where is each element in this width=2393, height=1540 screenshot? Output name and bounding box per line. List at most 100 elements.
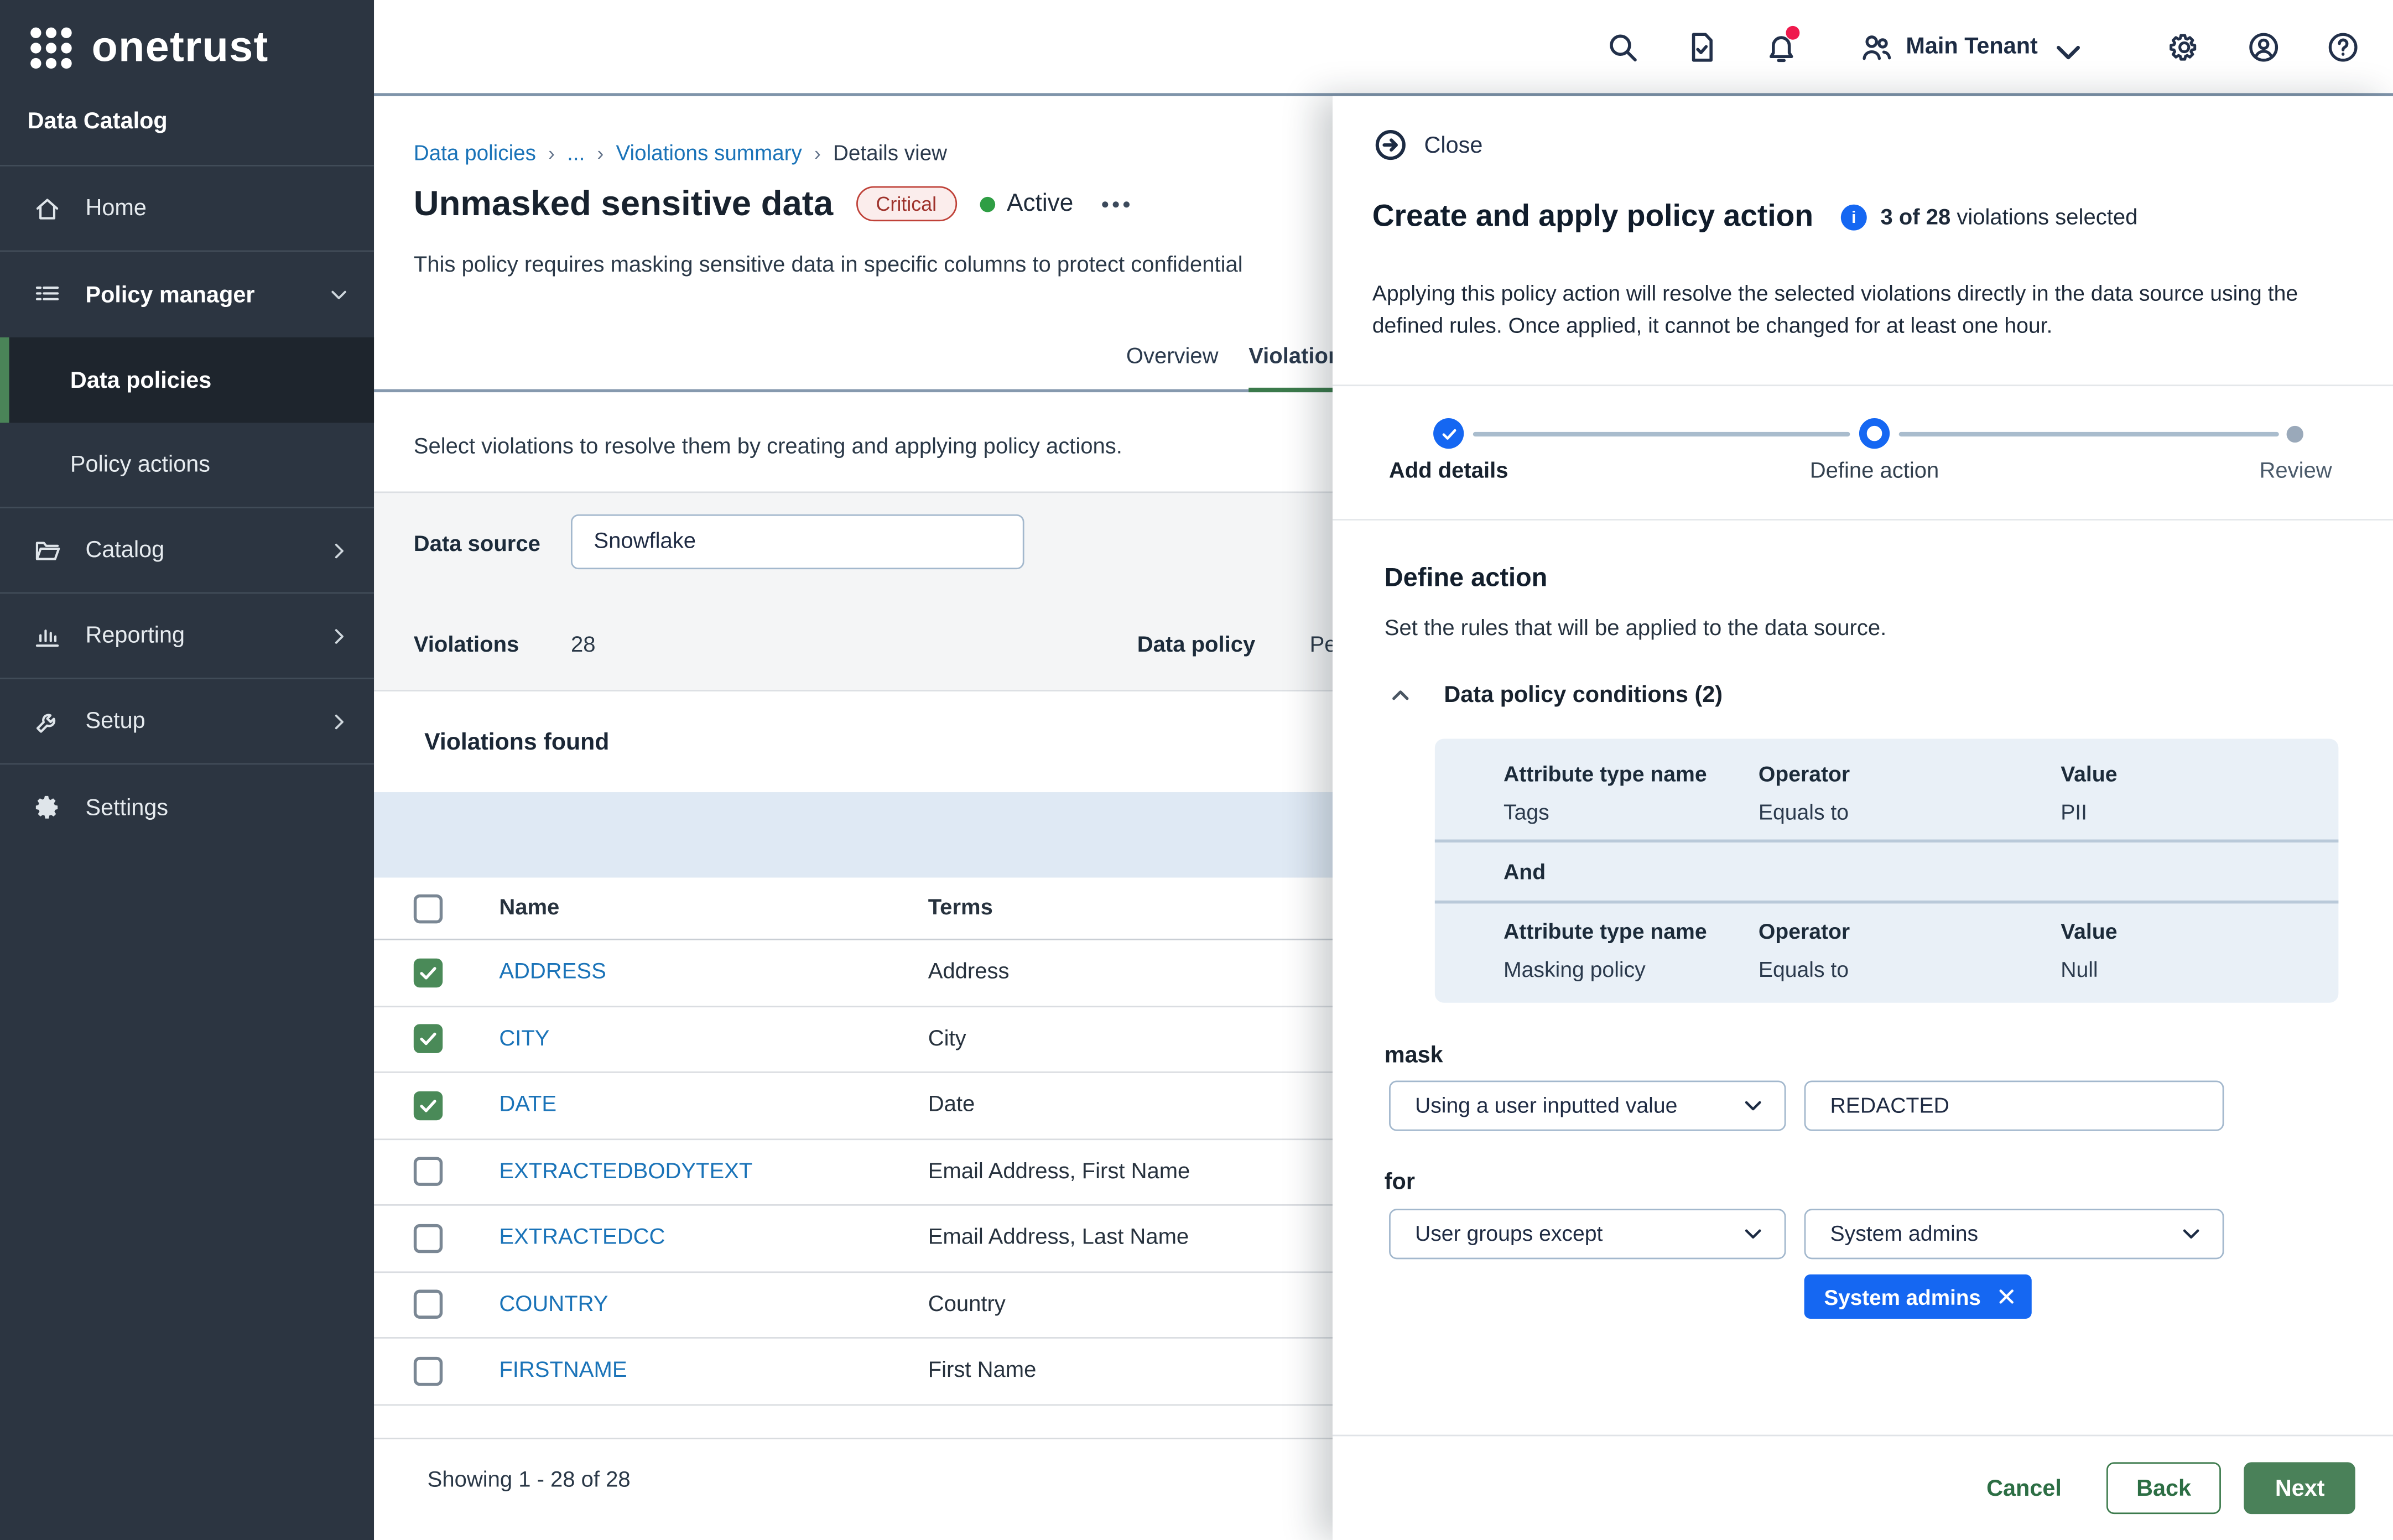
violation-name-link[interactable]: EXTRACTEDBODYTEXT xyxy=(499,1159,752,1184)
violation-name-link[interactable]: ADDRESS xyxy=(499,960,606,985)
chevron-up-icon xyxy=(1389,684,1412,706)
sidebar-item-label: Setup xyxy=(86,708,329,734)
search-icon[interactable] xyxy=(1605,30,1639,64)
selected-group-chip[interactable]: System admins xyxy=(1804,1274,2031,1319)
more-actions-icon[interactable] xyxy=(1102,201,1130,207)
violation-terms: Address xyxy=(928,960,1010,985)
step-current-icon[interactable] xyxy=(1859,418,1890,449)
row-checkbox[interactable] xyxy=(414,1024,443,1053)
info-icon: i xyxy=(1841,205,1867,231)
help-icon[interactable] xyxy=(2326,30,2360,64)
violation-terms: City xyxy=(928,1027,966,1051)
stepper-connector xyxy=(1899,432,2279,436)
step-upcoming-icon[interactable] xyxy=(2287,426,2303,443)
row-checkbox[interactable] xyxy=(414,1224,443,1252)
chevron-down-icon xyxy=(1741,1222,1764,1245)
document-check-icon[interactable] xyxy=(1684,30,1718,64)
status-badge: Active xyxy=(979,190,1073,218)
selection-info: i 3 of 28 violations selected xyxy=(1841,205,2138,231)
violation-name-link[interactable]: EXTRACTEDCC xyxy=(499,1226,665,1250)
chevron-down-icon xyxy=(2179,1222,2202,1245)
settings-gear-icon[interactable] xyxy=(2167,30,2201,64)
sidebar-item-setup[interactable]: Setup xyxy=(0,679,374,765)
violation-name-link[interactable]: FIRSTNAME xyxy=(499,1359,627,1383)
mask-type-value: Using a user inputted value xyxy=(1415,1094,1677,1118)
sidebar-item-catalog[interactable]: Catalog xyxy=(0,508,374,594)
tenant-name: Main Tenant xyxy=(1906,34,2037,60)
conditions-col-operator: Operator xyxy=(1759,920,1850,945)
severity-badge: Critical xyxy=(856,186,956,221)
select-violations-hint: Select violations to resolve them by cre… xyxy=(414,435,1122,459)
sidebar-item-label: Home xyxy=(86,195,350,221)
sidebar-item-home[interactable]: Home xyxy=(0,167,374,252)
breadcrumb-data-policies[interactable]: Data policies xyxy=(414,141,536,165)
chevron-right-icon xyxy=(328,625,350,647)
violation-name-link[interactable]: DATE xyxy=(499,1093,556,1117)
home-icon xyxy=(34,195,61,222)
violations-selected-text: 3 of 28 violations selected xyxy=(1880,205,2137,230)
tab-overview[interactable]: Overview xyxy=(1088,345,1256,385)
wizard-stepper: Add details Define action Review xyxy=(1333,384,2393,521)
column-header-name: Name xyxy=(499,896,928,920)
page-title: Unmasked sensitive data xyxy=(414,183,833,224)
sidebar-item-reporting[interactable]: Reporting xyxy=(0,594,374,679)
sidebar-item-settings[interactable]: Settings xyxy=(0,764,374,850)
next-button[interactable]: Next xyxy=(2245,1462,2355,1514)
select-all-checkbox[interactable] xyxy=(414,894,443,923)
gear-icon xyxy=(34,794,61,821)
conditions-collapse-toggle[interactable]: Data policy conditions (2) xyxy=(1389,682,1723,708)
cancel-button[interactable]: Cancel xyxy=(1965,1462,2083,1514)
breadcrumb: Data policies › ... › Violations summary… xyxy=(414,141,947,165)
violations-count-value: 28 xyxy=(571,633,596,658)
row-checkbox[interactable] xyxy=(414,958,443,987)
conditions-col-operator: Operator xyxy=(1759,763,1850,788)
sidebar-item-policy-actions[interactable]: Policy actions xyxy=(0,423,374,508)
close-panel-button[interactable]: Close xyxy=(1374,128,1482,162)
user-group-scope-dropdown[interactable]: User groups except xyxy=(1389,1209,1786,1259)
condition-conjunction: And xyxy=(1504,861,1546,885)
conditions-col-value: Value xyxy=(2061,920,2117,945)
chevron-down-icon xyxy=(2052,34,2076,59)
active-status-dot-icon xyxy=(979,196,995,212)
policy-description: This policy requires masking sensitive d… xyxy=(414,253,1243,278)
chevron-right-icon xyxy=(328,710,350,732)
brand-logo: onetrust xyxy=(0,0,374,87)
user-group-select-dropdown[interactable]: System admins xyxy=(1804,1209,2224,1259)
violation-name-link[interactable]: COUNTRY xyxy=(499,1292,608,1317)
back-button[interactable]: Back xyxy=(2106,1462,2222,1514)
sidebar-item-data-policies[interactable]: Data policies xyxy=(0,337,374,423)
violation-name-link[interactable]: CITY xyxy=(499,1027,549,1051)
sidebar-item-label: Settings xyxy=(86,794,350,820)
arrow-right-circle-icon xyxy=(1374,128,1407,162)
notifications-bell-icon[interactable] xyxy=(1764,30,1798,64)
breadcrumb-violations-summary[interactable]: Violations summary xyxy=(616,141,802,165)
chip-remove-icon[interactable] xyxy=(1996,1287,2016,1307)
sidebar-item-policy-manager[interactable]: Policy manager xyxy=(0,252,374,337)
row-checkbox[interactable] xyxy=(414,1290,443,1319)
breadcrumb-current: Details view xyxy=(833,141,947,165)
step-label-define-action: Define action xyxy=(1752,460,1997,484)
breadcrumb-ellipsis[interactable]: ... xyxy=(567,141,585,165)
step-complete-icon[interactable] xyxy=(1433,418,1464,449)
row-checkbox[interactable] xyxy=(414,1356,443,1385)
product-name: Data Catalog xyxy=(0,87,374,166)
row-checkbox[interactable] xyxy=(414,1091,443,1120)
app-window: onetrust Data Catalog Home Policy manage… xyxy=(0,0,2393,1540)
condition-operator: Equals to xyxy=(1759,959,1849,983)
mask-type-dropdown[interactable]: Using a user inputted value xyxy=(1389,1081,1786,1131)
chip-label: System admins xyxy=(1824,1284,1980,1309)
define-action-heading: Define action xyxy=(1385,563,1548,594)
sidebar-item-label: Catalog xyxy=(86,537,329,563)
sidebar-item-label: Policy manager xyxy=(86,282,329,308)
mask-value-input[interactable] xyxy=(1804,1081,2224,1131)
condition-attribute: Tags xyxy=(1504,802,1549,826)
account-icon[interactable] xyxy=(2247,30,2281,64)
violation-terms: Date xyxy=(928,1093,975,1117)
list-icon xyxy=(34,281,61,309)
breadcrumb-separator: › xyxy=(814,141,821,164)
data-source-input[interactable] xyxy=(571,514,1024,569)
row-checkbox[interactable] xyxy=(414,1157,443,1186)
tenant-switcher[interactable]: Main Tenant xyxy=(1859,30,2076,64)
onetrust-grid-icon xyxy=(30,27,72,67)
sidebar: onetrust Data Catalog Home Policy manage… xyxy=(0,0,374,1540)
